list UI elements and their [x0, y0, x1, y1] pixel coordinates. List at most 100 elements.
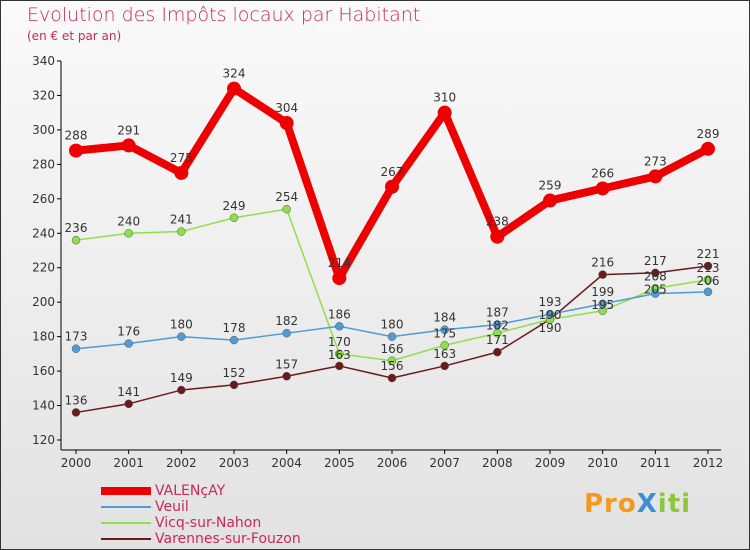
data-label: 180: [381, 318, 404, 332]
data-label: 184: [433, 311, 456, 325]
data-label: 182: [275, 314, 298, 328]
data-point: [124, 399, 133, 409]
data-point: [71, 408, 81, 417]
data-label: 186: [328, 307, 351, 321]
y-tick-label: 340: [32, 54, 55, 68]
data-point: [229, 213, 239, 223]
chart-title: Evolution des Impôts locaux par Habitant: [27, 4, 421, 26]
x-tick-label: 2010: [587, 456, 618, 470]
data-point: [332, 271, 347, 286]
legend-label: Vicq-sur-Nahon: [155, 515, 262, 531]
data-point: [124, 229, 133, 238]
legend-item: Veuil: [101, 499, 189, 515]
data-point: [174, 165, 189, 180]
data-label: 289: [697, 127, 720, 141]
data-point: [598, 299, 607, 309]
data-point: [493, 347, 502, 357]
data-point: [701, 141, 715, 156]
data-point: [282, 204, 291, 214]
data-point: [598, 270, 607, 279]
data-label: 195: [591, 298, 614, 312]
data-label: 157: [275, 357, 298, 371]
legend-swatch: [101, 538, 151, 540]
data-point: [703, 275, 713, 285]
data-point: [387, 356, 397, 366]
data-point: [703, 261, 713, 271]
data-label: 180: [170, 318, 193, 332]
legend-label: Varennes-sur-Fouzon: [155, 531, 301, 547]
data-label: 170: [328, 335, 351, 349]
data-point: [703, 287, 713, 297]
y-tick-label: 220: [32, 261, 55, 275]
x-tick-label: 2005: [324, 456, 355, 470]
x-tick-label: 2009: [535, 456, 566, 470]
data-point: [335, 322, 344, 331]
data-label: 288: [65, 129, 88, 143]
legend-swatch: [101, 506, 151, 508]
data-label: 221: [697, 247, 720, 261]
data-point: [543, 193, 557, 208]
data-label: 206: [697, 274, 720, 288]
x-tick-label: 2006: [377, 456, 408, 470]
y-tick-label: 120: [32, 433, 55, 447]
data-point: [335, 349, 344, 359]
data-point: [437, 105, 452, 120]
data-point: [121, 138, 136, 153]
data-point: [177, 227, 186, 236]
data-point: [440, 341, 449, 350]
data-point: [651, 268, 660, 278]
data-label: 187: [486, 306, 509, 320]
data-label: 324: [223, 67, 246, 81]
x-tick-label: 2007: [429, 456, 460, 470]
data-label: 240: [117, 214, 140, 228]
data-label: 214: [328, 256, 351, 270]
x-tick-label: 2004: [271, 456, 302, 470]
legend-item: Varennes-sur-Fouzon: [101, 531, 301, 547]
data-point: [177, 332, 186, 341]
y-tick-label: 180: [32, 330, 55, 344]
data-label: 182: [486, 319, 509, 333]
data-label: 173: [65, 330, 88, 344]
legend-item: Vicq-sur-Nahon: [101, 515, 261, 531]
data-point: [229, 335, 239, 345]
data-label: 254: [275, 190, 298, 204]
data-point: [177, 385, 186, 395]
x-tick-label: 2008: [482, 456, 513, 470]
data-label: 175: [433, 326, 456, 340]
y-tick-label: 280: [32, 157, 55, 171]
legend-label: VALENçAY: [155, 483, 226, 499]
data-label: 291: [117, 123, 140, 137]
data-label: 152: [223, 366, 246, 380]
data-label: 178: [223, 321, 246, 335]
data-label: 166: [381, 342, 404, 356]
legend-item: VALENçAY: [101, 483, 225, 499]
data-point: [69, 143, 83, 158]
data-point: [282, 328, 291, 338]
y-tick-label: 160: [32, 364, 55, 378]
data-point: [282, 372, 291, 381]
data-label: 310: [433, 91, 456, 105]
x-tick-label: 2002: [166, 456, 197, 470]
y-tick-label: 240: [32, 226, 55, 240]
data-label: 217: [644, 254, 667, 268]
data-point: [229, 380, 239, 390]
data-label: 238: [486, 215, 509, 229]
proxiti-logo: ProXiti: [584, 489, 692, 519]
data-label: 156: [381, 359, 404, 373]
data-label: 163: [433, 347, 456, 361]
data-label: 259: [539, 179, 562, 193]
legend-label: Veuil: [155, 499, 189, 515]
data-point: [227, 81, 241, 96]
data-label: 304: [275, 101, 298, 115]
data-label: 267: [381, 165, 404, 179]
x-tick-label: 2000: [61, 456, 92, 470]
data-label: 249: [223, 199, 246, 213]
data-label: 241: [170, 213, 193, 227]
x-tick-label: 2003: [219, 456, 250, 470]
legend-swatch: [101, 487, 151, 495]
legend-swatch: [101, 522, 151, 524]
data-label: 275: [170, 151, 193, 165]
x-tick-label: 2011: [640, 456, 671, 470]
data-label: 171: [486, 333, 509, 347]
